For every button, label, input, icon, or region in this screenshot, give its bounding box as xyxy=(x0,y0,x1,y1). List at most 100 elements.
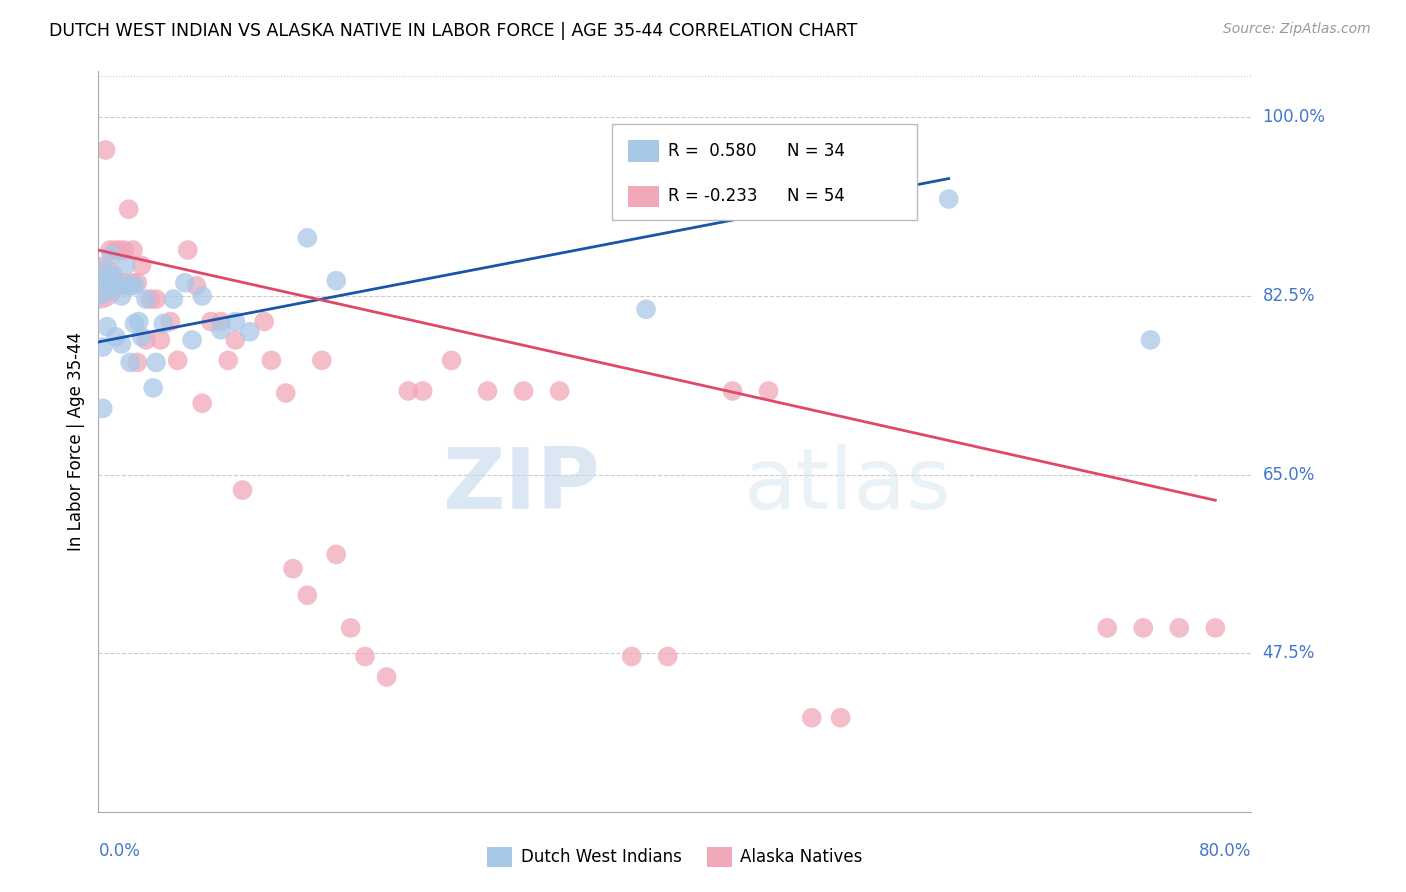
Point xyxy=(396,384,419,398)
Point xyxy=(159,314,181,328)
Point xyxy=(131,259,153,273)
Text: DUTCH WEST INDIAN VS ALASKA NATIVE IN LABOR FORCE | AGE 35-44 CORRELATION CHART: DUTCH WEST INDIAN VS ALASKA NATIVE IN LA… xyxy=(49,22,858,40)
Text: N = 54: N = 54 xyxy=(787,187,845,205)
Point xyxy=(181,333,204,347)
Point xyxy=(636,302,658,317)
Y-axis label: In Labor Force | Age 35-44: In Labor Force | Age 35-44 xyxy=(66,332,84,551)
Point xyxy=(135,333,157,347)
Point xyxy=(96,278,118,293)
Point xyxy=(96,319,118,334)
Point xyxy=(412,384,434,398)
Point xyxy=(325,548,347,562)
Point xyxy=(174,276,197,290)
Point xyxy=(830,711,852,725)
Text: 47.5%: 47.5% xyxy=(1263,644,1315,663)
Text: 82.5%: 82.5% xyxy=(1263,287,1315,305)
Text: 65.0%: 65.0% xyxy=(1263,466,1315,483)
Point xyxy=(114,278,136,293)
Point xyxy=(152,317,174,331)
Point xyxy=(91,401,114,416)
Text: N = 34: N = 34 xyxy=(787,142,845,161)
Point xyxy=(191,289,214,303)
Point xyxy=(100,248,122,262)
Point xyxy=(110,337,132,351)
Point xyxy=(938,192,960,206)
Legend: Dutch West Indians, Alaska Natives: Dutch West Indians, Alaska Natives xyxy=(481,840,869,874)
Point xyxy=(166,353,188,368)
Point xyxy=(87,276,110,290)
Point xyxy=(131,330,153,344)
Point xyxy=(127,355,149,369)
Point xyxy=(87,276,110,290)
Point xyxy=(620,649,643,664)
Point xyxy=(548,384,571,398)
Point xyxy=(94,143,117,157)
Point xyxy=(145,355,167,369)
Point xyxy=(112,243,135,257)
Point xyxy=(177,243,200,257)
Point xyxy=(209,314,232,328)
Point xyxy=(142,381,165,395)
Point xyxy=(281,562,304,576)
Point xyxy=(311,353,333,368)
Text: 80.0%: 80.0% xyxy=(1199,842,1251,860)
Point xyxy=(1168,621,1191,635)
Point xyxy=(98,276,121,290)
Point xyxy=(120,278,142,293)
Point xyxy=(162,292,184,306)
Point xyxy=(339,621,361,635)
Point xyxy=(297,588,319,602)
Text: Source: ZipAtlas.com: Source: ZipAtlas.com xyxy=(1223,22,1371,37)
Point xyxy=(325,274,347,288)
Point xyxy=(122,276,145,290)
Point xyxy=(440,353,463,368)
Point xyxy=(104,330,127,344)
Point xyxy=(200,314,222,328)
Point xyxy=(120,355,142,369)
Point xyxy=(98,243,121,257)
Point xyxy=(217,353,239,368)
Text: 0.0%: 0.0% xyxy=(98,842,141,860)
Point xyxy=(114,259,136,273)
Point xyxy=(104,243,127,257)
Point xyxy=(139,292,162,306)
Point xyxy=(1139,333,1161,347)
Point xyxy=(149,333,172,347)
Text: R = -0.233: R = -0.233 xyxy=(668,187,758,205)
Point xyxy=(224,314,246,328)
Point xyxy=(224,333,246,347)
Point xyxy=(297,231,319,245)
Point xyxy=(1097,621,1119,635)
Point xyxy=(253,314,276,328)
Point xyxy=(1204,621,1226,635)
Point xyxy=(260,353,283,368)
Point xyxy=(124,317,146,331)
Point xyxy=(375,670,398,684)
Point xyxy=(657,649,679,664)
Point xyxy=(108,243,131,257)
Point xyxy=(91,340,114,354)
Point xyxy=(209,323,232,337)
Text: 100.0%: 100.0% xyxy=(1263,108,1326,127)
Point xyxy=(354,649,377,664)
Text: R =  0.580: R = 0.580 xyxy=(668,142,756,161)
Point xyxy=(145,292,167,306)
Point xyxy=(110,289,132,303)
Point xyxy=(135,292,157,306)
Point xyxy=(127,276,149,290)
Point xyxy=(112,276,135,290)
Point xyxy=(191,396,214,410)
Point xyxy=(512,384,534,398)
Point xyxy=(477,384,499,398)
Point xyxy=(128,314,150,328)
Point xyxy=(1132,621,1154,635)
Point xyxy=(104,278,127,293)
Point xyxy=(758,384,780,398)
Point xyxy=(239,325,262,339)
Point xyxy=(800,711,823,725)
Point xyxy=(124,278,146,293)
Text: atlas: atlas xyxy=(744,444,952,527)
Point xyxy=(122,243,145,257)
Point xyxy=(100,268,122,283)
Point xyxy=(91,276,114,290)
